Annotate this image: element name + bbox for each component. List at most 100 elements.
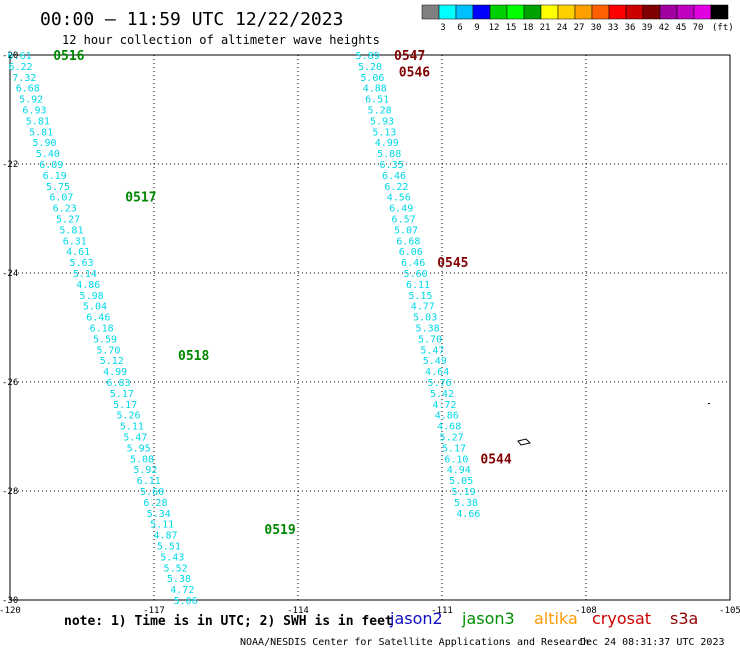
swh-point: 5.26 [117, 411, 141, 422]
swh-point: 6.31 [63, 236, 87, 247]
swh-point: 5.05 [449, 476, 473, 487]
footer-timestamp: Dec 24 08:31:37 UTC 2023 [580, 637, 725, 648]
swh-point: 6.68 [396, 236, 420, 247]
colorbar-swatch [710, 4, 729, 20]
swh-point: 6.07 [49, 193, 73, 204]
pass-time-label: 0519 [264, 523, 295, 538]
swh-point: 4.99 [375, 138, 399, 149]
island-outline [517, 403, 710, 446]
colorbar-swatch [438, 4, 457, 20]
pass-time-label: 0516 [53, 49, 84, 64]
grid-lines [10, 55, 730, 600]
swh-point: 6.11 [406, 280, 430, 291]
colorbar-label: 39 [642, 23, 653, 33]
swh-point: 6.46 [382, 171, 406, 182]
legend-cryosat: cryosat [592, 609, 651, 628]
swh-point: 5.98 [80, 291, 104, 302]
swh-point: 5.81 [29, 127, 53, 138]
colorbar-swatch [455, 4, 474, 20]
swh-point: 5.93 [370, 116, 394, 127]
swh-point: 5.13 [372, 127, 396, 138]
chart-subtitle: 12 hour collection of altimeter wave hei… [62, 33, 380, 47]
swh-point: 4.94 [447, 465, 471, 476]
colorbar-swatch [625, 4, 644, 20]
swh-point: 4.61 [66, 247, 90, 258]
swh-point: 4.72 [432, 400, 456, 411]
colorbar-label: 21 [540, 23, 551, 33]
swh-point: 5.27 [440, 433, 464, 444]
x-tick-label: -120 [0, 606, 21, 616]
y-tick-label: -30 [2, 596, 18, 606]
swh-point: 5.59 [93, 334, 117, 345]
swh-point: 4.86 [435, 411, 459, 422]
pass-time-label: 0518 [178, 349, 209, 364]
swh-point: 5.76 [428, 378, 452, 389]
swh-point: 6.22 [384, 182, 408, 193]
colorbar-swatch [608, 4, 627, 20]
swh-point: 6.18 [90, 324, 114, 335]
y-tick-label: -24 [2, 269, 18, 279]
legend-s3a: s3a [670, 609, 698, 628]
plot-frame [9, 54, 731, 601]
colorbar-label: 70 [693, 23, 704, 33]
swh-point: 7.32 [12, 73, 36, 84]
y-tick-label: -20 [2, 51, 18, 61]
colorbar-label: 12 [489, 23, 500, 33]
swh-point: 5.06 [360, 73, 384, 84]
swh-point: 5.11 [120, 422, 144, 433]
swh-point: 5.08 [130, 454, 154, 465]
swh-point: 6.61 [8, 51, 32, 62]
swh-point: 4.56 [387, 193, 411, 204]
swh-point: 5.47 [123, 433, 147, 444]
pass-time-label: 0517 [125, 191, 156, 206]
colorbar-swatch [506, 4, 525, 20]
colorbar-label: 15 [506, 23, 517, 33]
swh-point: 6.46 [401, 258, 425, 269]
pass-time-label: 0547 [394, 49, 425, 64]
colorbar-label: 33 [608, 23, 619, 33]
swh-point: 6.51 [365, 95, 389, 106]
colorbar-swatch [540, 4, 559, 20]
colorbar-swatch [472, 4, 491, 20]
x-tick-label: -111 [431, 606, 453, 616]
swh-point: 4.87 [153, 531, 177, 542]
colorbar-label: 36 [625, 23, 636, 33]
swh-point: 5.43 [160, 552, 184, 563]
colorbar-label: 18 [523, 23, 534, 33]
swh-point: 4.88 [363, 84, 387, 95]
swh-point: 5.06 [174, 596, 198, 607]
swh-point: 5.28 [368, 106, 392, 117]
colorbar-swatch [523, 4, 542, 20]
swh-point: 5.90 [33, 138, 57, 149]
swh-point: 5.34 [147, 509, 171, 520]
x-tick-label: -117 [143, 606, 165, 616]
y-tick-label: -28 [2, 487, 18, 497]
colorbar-swatch [557, 4, 576, 20]
swh-point: 4.77 [411, 302, 435, 313]
swh-point: 5.70 [96, 345, 120, 356]
swh-point: 6.83 [106, 378, 130, 389]
x-tick-label: -105 [719, 606, 740, 616]
swh-point: 5.60 [404, 269, 428, 280]
legend-jason2: jason2 [389, 609, 443, 628]
colorbar-label: 9 [474, 23, 479, 33]
swh-point: 5.92 [19, 95, 43, 106]
footer-note: note: 1) Time is in UTC; 2) SWH is in fe… [64, 614, 393, 629]
colorbar-swatch [489, 4, 508, 20]
x-tick-label: -108 [575, 606, 597, 616]
colorbar-swatch [574, 4, 593, 20]
swh-point: 6.23 [53, 204, 77, 215]
swh-point: 5.81 [26, 116, 50, 127]
colorbar-label: 6 [457, 23, 462, 33]
swh-point: 5.49 [423, 356, 447, 367]
swh-point: 5.27 [56, 215, 80, 226]
swh-point: 4.72 [170, 585, 194, 596]
colorbar-label: 30 [591, 23, 602, 33]
swh-point: 5.38 [454, 498, 478, 509]
pass-time-label: 0544 [480, 452, 511, 467]
swh-point: 6.49 [389, 204, 413, 215]
swh-point: 5.95 [127, 443, 151, 454]
swh-point: 5.14 [73, 269, 97, 280]
swh-point: 5.89 [356, 51, 380, 62]
